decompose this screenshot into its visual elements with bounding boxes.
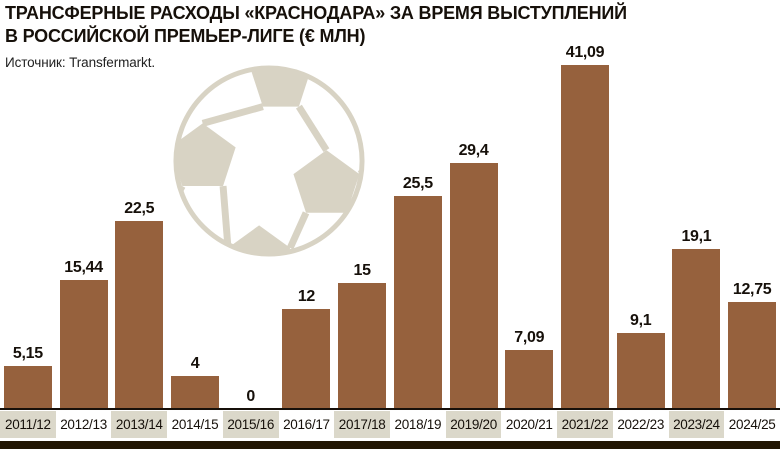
bar bbox=[171, 375, 219, 409]
bar bbox=[449, 162, 498, 409]
x-axis-label: 2019/20 bbox=[445, 411, 502, 438]
bar-value-label: 0 bbox=[246, 388, 255, 405]
x-axis-label: 2022/23 bbox=[612, 411, 669, 438]
bar-value-label: 15,44 bbox=[64, 258, 103, 276]
soccer-ball-icon bbox=[173, 65, 365, 257]
bar bbox=[59, 279, 108, 409]
bar-value-label: 9,1 bbox=[630, 311, 652, 329]
bar-value-label: 22,5 bbox=[124, 199, 155, 217]
bar bbox=[616, 332, 665, 409]
bar bbox=[3, 365, 52, 409]
title-line-1: ТРАНСФЕРНЫЕ РАСХОДЫ «КРАСНОДАРА» ЗА ВРЕМ… bbox=[5, 3, 627, 23]
bar-value-label: 19,1 bbox=[681, 228, 712, 246]
bar bbox=[728, 302, 777, 409]
x-axis-label: 2012/13 bbox=[55, 411, 112, 438]
bar-value-label: 12,75 bbox=[732, 281, 772, 299]
bar-value-label: 41,09 bbox=[565, 44, 605, 61]
source-note: Источник: Transfermarkt. bbox=[5, 55, 155, 70]
bar bbox=[282, 308, 331, 409]
bar-value-label: 4 bbox=[190, 354, 200, 372]
x-axis-label: 2011/12 bbox=[0, 411, 56, 438]
bar bbox=[115, 220, 164, 409]
bar bbox=[393, 195, 442, 409]
x-axis-label: 2017/18 bbox=[334, 411, 390, 438]
bar bbox=[338, 283, 387, 409]
x-axis-label: 2020/21 bbox=[501, 411, 558, 438]
x-axis-label: 2014/15 bbox=[167, 411, 223, 438]
x-axis-label: 2013/14 bbox=[111, 411, 168, 438]
x-axis-label: 2015/16 bbox=[222, 411, 279, 438]
bar-value-label: 25,5 bbox=[402, 174, 433, 192]
bar-value-label: 12 bbox=[297, 287, 316, 305]
bar bbox=[505, 349, 554, 409]
bar bbox=[561, 65, 609, 409]
bar-value-label: 5,15 bbox=[12, 344, 43, 362]
x-axis-label: 2018/19 bbox=[390, 411, 446, 438]
bottom-accent-bar bbox=[0, 441, 780, 449]
x-axis-label: 2024/25 bbox=[724, 411, 780, 438]
x-axis-label: 2016/17 bbox=[278, 411, 335, 438]
title-line-2: В РОССИЙСКОЙ ПРЕМЬЕР-ЛИГЕ (€ МЛН) bbox=[5, 26, 366, 46]
bar-value-label: 29,4 bbox=[458, 141, 489, 159]
x-axis-line bbox=[0, 408, 780, 410]
bar-value-label: 15 bbox=[353, 262, 372, 280]
bar bbox=[672, 249, 721, 409]
x-axis-label: 2023/24 bbox=[668, 411, 725, 438]
bar-value-label: 7,09 bbox=[514, 328, 545, 346]
page-title: ТРАНСФЕРНЫЕ РАСХОДЫ «КРАСНОДАРА» ЗА ВРЕМ… bbox=[5, 2, 627, 48]
x-axis-label: 2021/22 bbox=[557, 411, 613, 438]
